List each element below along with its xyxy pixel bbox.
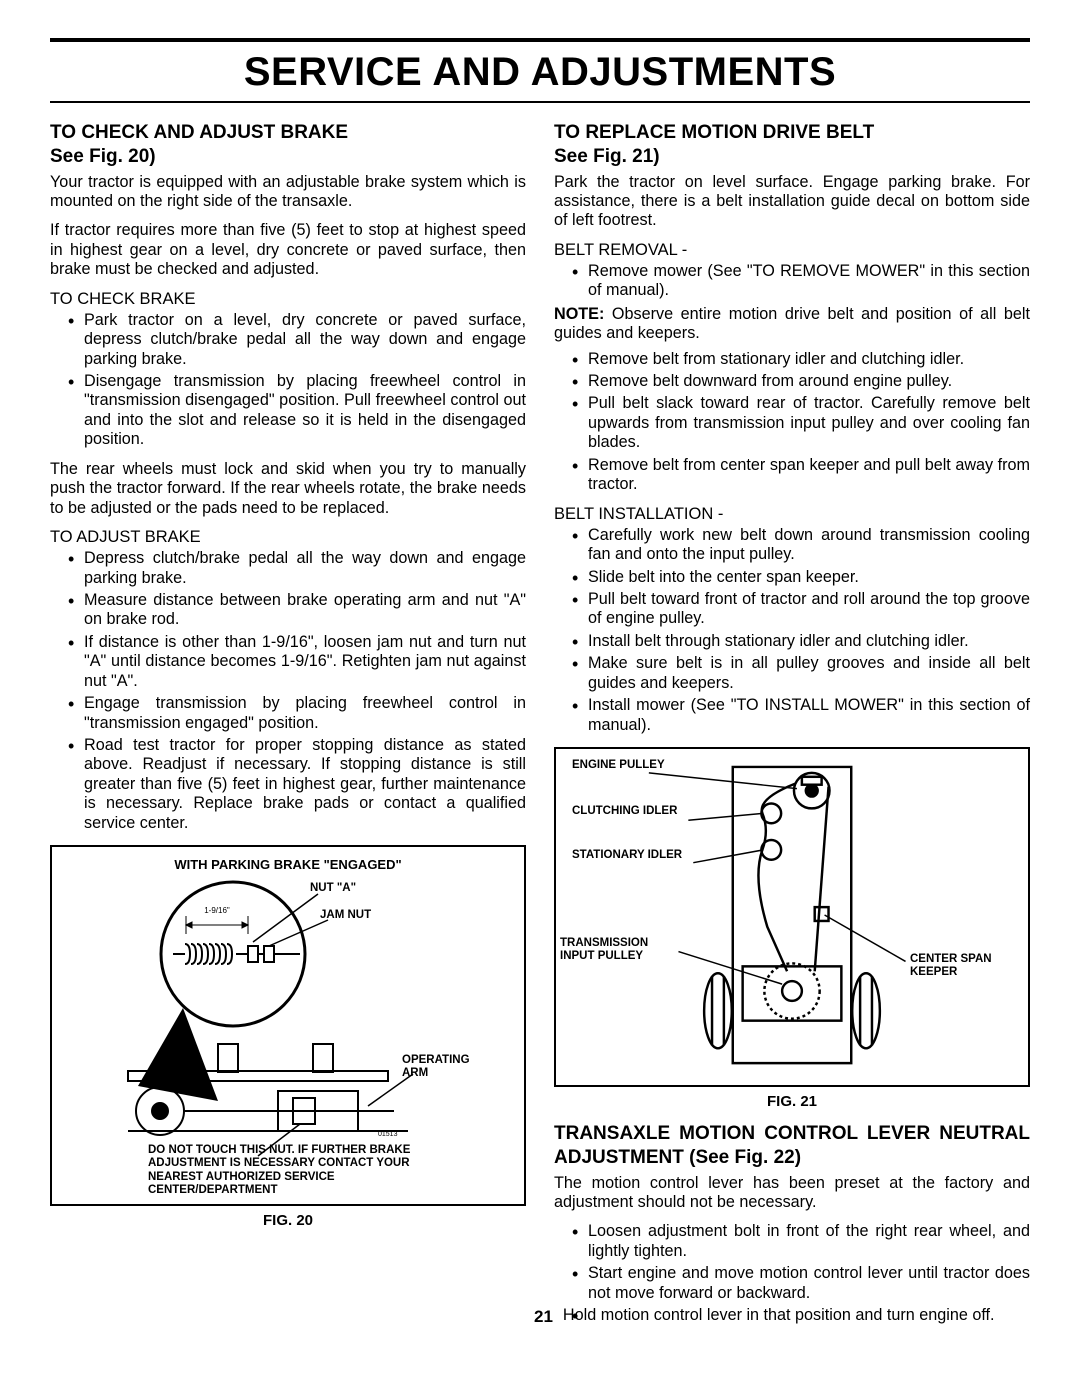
fig20-nut-a-label: NUT "A"	[310, 882, 356, 895]
install-list: Carefully work new belt down around tran…	[554, 526, 1030, 735]
fig21-center-span-keeper: CENTER SPAN KEEPER	[910, 953, 1020, 979]
install-item: Carefully work new belt down around tran…	[572, 526, 1030, 565]
fig20-title: WITH PARKING BRAKE "ENGAGED"	[60, 857, 516, 872]
belt-note: NOTE: Observe entire motion drive belt a…	[554, 305, 1030, 344]
brake-heading-line1: TO CHECK AND ADJUST BRAKE	[50, 122, 348, 143]
adjust-item: If distance is other than 1-9/16", loose…	[68, 633, 526, 691]
fig20-warning: DO NOT TOUCH THIS NUT. IF FURTHER BRAKE …	[148, 1144, 418, 1197]
belt-heading-line2: See Fig. 21)	[554, 146, 660, 167]
adjust-item: Measure distance between brake operating…	[68, 591, 526, 630]
transaxle-item: 21 Hold motion control lever in that pos…	[572, 1306, 1030, 1327]
brake-p3: The rear wheels must lock and skid when …	[50, 460, 526, 518]
removal-list-b: Remove belt from stationary idler and cl…	[554, 350, 1030, 495]
left-column: TO CHECK AND ADJUST BRAKE See Fig. 20) Y…	[50, 121, 526, 1331]
belt-install-heading: BELT INSTALLATION -	[554, 505, 1030, 524]
removal-item: Remove belt from center span keeper and …	[572, 456, 1030, 495]
to-check-heading: TO CHECK BRAKE	[50, 290, 526, 309]
belt-heading-line1: TO REPLACE MOTION DRIVE BELT	[554, 122, 874, 143]
page-title: SERVICE AND ADJUSTMENTS	[50, 42, 1030, 101]
install-item: Make sure belt is in all pulley grooves …	[572, 654, 1030, 693]
brake-heading: TO CHECK AND ADJUST BRAKE See Fig. 20)	[50, 121, 526, 169]
page-number: 21	[534, 1306, 553, 1327]
install-item: Install mower (See "TO INSTALL MOWER" in…	[572, 696, 1030, 735]
check-item: Park tractor on a level, dry concrete or…	[68, 311, 526, 369]
fig21-box: ENGINE PULLEY CLUTCHING IDLER STATIONARY…	[554, 747, 1030, 1087]
belt-removal-heading: BELT REMOVAL -	[554, 241, 1030, 260]
fig21-engine-pulley: ENGINE PULLEY	[572, 759, 665, 772]
content-columns: TO CHECK AND ADJUST BRAKE See Fig. 20) Y…	[50, 121, 1030, 1331]
removal-item: Remove mower (See "TO REMOVE MOWER" in t…	[572, 262, 1030, 301]
install-item: Install belt through stationary idler an…	[572, 632, 1030, 651]
fig20-partno: 01513	[378, 1131, 398, 1138]
transaxle-item: Loosen adjustment bolt in front of the r…	[572, 1222, 1030, 1261]
belt-p1: Park the tractor on level surface. Engag…	[554, 173, 1030, 231]
transaxle-p: The motion control lever has been preset…	[554, 1174, 1030, 1213]
removal-item: Remove belt downward from around engine …	[572, 372, 1030, 391]
note-body: Observe entire motion drive belt and pos…	[554, 305, 1030, 342]
removal-item: Pull belt slack toward rear of tractor. …	[572, 394, 1030, 452]
to-adjust-heading: TO ADJUST BRAKE	[50, 528, 526, 547]
transaxle-item-text: Hold motion control lever in that positi…	[563, 1306, 1030, 1325]
transaxle-heading: TRANSAXLE MOTION CONTROL LEVER NEUTRAL A…	[554, 1122, 1030, 1170]
adjust-item: Depress clutch/brake pedal all the way d…	[68, 549, 526, 588]
check-item: Disengage transmission by placing freewh…	[68, 372, 526, 450]
fig20-box: WITH PARKING BRAKE "ENGAGED"	[50, 845, 526, 1206]
check-list: Park tractor on a level, dry concrete or…	[50, 311, 526, 450]
fig20-jamnut-label: JAM NUT	[320, 909, 371, 922]
transaxle-item: Start engine and move motion control lev…	[572, 1264, 1030, 1303]
install-item: Slide belt into the center span keeper.	[572, 568, 1030, 587]
adjust-item: Road test tractor for proper stopping di…	[68, 736, 526, 833]
fig21-stationary-idler: STATIONARY IDLER	[572, 849, 682, 862]
adjust-list: Depress clutch/brake pedal all the way d…	[50, 549, 526, 833]
note-label: NOTE:	[554, 305, 604, 323]
rule-under-title	[50, 101, 1030, 103]
fig20-dim: 1-9/16"	[204, 906, 230, 915]
adjust-item: Engage transmission by placing freewheel…	[68, 694, 526, 733]
brake-heading-line2: See Fig. 20)	[50, 146, 156, 167]
removal-list-a: Remove mower (See "TO REMOVE MOWER" in t…	[554, 262, 1030, 301]
fig21-diagram: ENGINE PULLEY CLUTCHING IDLER STATIONARY…	[560, 757, 1024, 1077]
brake-p1: Your tractor is equipped with an adjusta…	[50, 173, 526, 212]
fig20-diagram: 1-9/16"	[60, 876, 516, 1196]
brake-p2: If tractor requires more than five (5) f…	[50, 221, 526, 279]
fig21-caption: FIG. 21	[554, 1093, 1030, 1110]
fig20-caption: FIG. 20	[50, 1212, 526, 1229]
fig21-trans-input-pulley: TRANSMISSION INPUT PULLEY	[560, 937, 680, 963]
belt-heading: TO REPLACE MOTION DRIVE BELT See Fig. 21…	[554, 121, 1030, 169]
install-item: Pull belt toward front of tractor and ro…	[572, 590, 1030, 629]
removal-item: Remove belt from stationary idler and cl…	[572, 350, 1030, 369]
transaxle-list: Loosen adjustment bolt in front of the r…	[554, 1222, 1030, 1327]
fig20-operating-arm-label: OPERATING ARM	[402, 1054, 492, 1080]
right-column: TO REPLACE MOTION DRIVE BELT See Fig. 21…	[554, 121, 1030, 1331]
fig21-clutching-idler: CLUTCHING IDLER	[572, 805, 677, 818]
